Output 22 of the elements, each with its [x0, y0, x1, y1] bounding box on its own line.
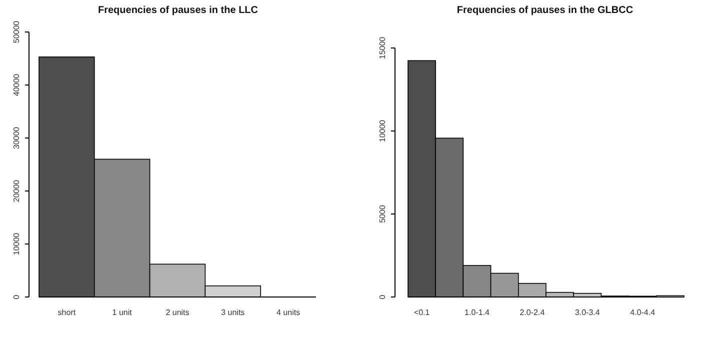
x-tick-label: 3.0-3.4 — [574, 308, 600, 317]
chart-title: Frequencies of pauses in the GLBCC — [456, 5, 634, 16]
y-tick-label: 40000 — [12, 73, 21, 96]
x-tick-label: 2 units — [166, 308, 190, 317]
y-tick-label: 0 — [12, 294, 21, 300]
y-tick-label: 10000 — [378, 119, 387, 142]
y-tick-label: 0 — [378, 294, 387, 300]
y-tick-label: 15000 — [378, 36, 387, 60]
y-tick-label: 30000 — [12, 126, 21, 150]
y-tick-label: 50000 — [12, 20, 21, 44]
x-tick-label: 4 units — [276, 308, 300, 317]
x-tick-label: 2.0-2.4 — [520, 308, 546, 317]
x-tick-label: 1 unit — [112, 308, 133, 317]
x-tick-label: <0.1 — [414, 308, 430, 317]
y-tick-label: 20000 — [12, 179, 21, 202]
x-tick-label: 3 units — [221, 308, 245, 317]
x-tick-label: 1.0-1.4 — [464, 308, 490, 317]
chart-title: Frequencies of pauses in the LLC — [98, 5, 258, 16]
y-tick-label: 5000 — [378, 204, 387, 223]
x-tick-label: 4.0-4.4 — [630, 308, 656, 317]
y-tick-label: 10000 — [12, 232, 21, 256]
x-tick-label: short — [58, 308, 76, 317]
